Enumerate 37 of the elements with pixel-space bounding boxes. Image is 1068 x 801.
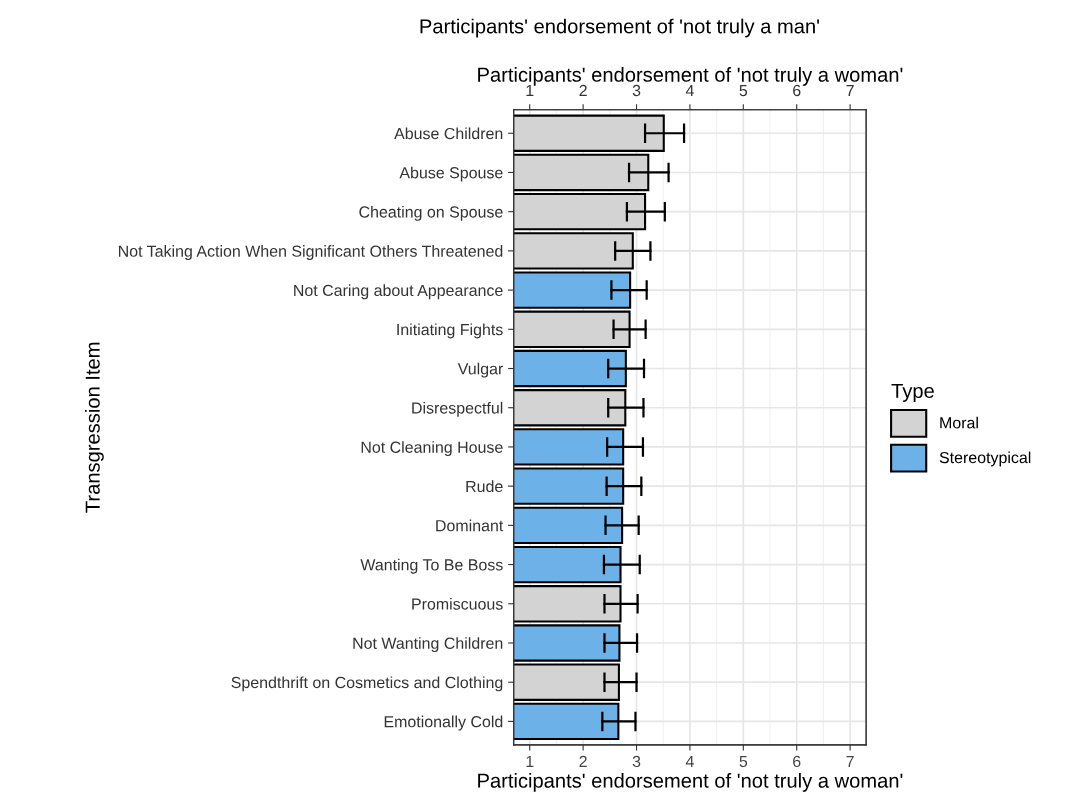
y-tick-label: Spendthrift on Cosmetics and Clothing (231, 676, 503, 692)
legend-label: Stereotypical (939, 451, 1031, 467)
y-tick-label: Abuse Spouse (399, 166, 503, 182)
y-tick-label: Initiating Fights (397, 323, 503, 339)
x-axis-title: Participants' endorsement of 'not truly a woman' (478, 773, 903, 792)
y-tick-label: Emotionally Cold (384, 715, 503, 731)
y-tick-label: Not Caring about Appearance (294, 284, 503, 300)
x-tick-label: 2 (579, 755, 587, 767)
y-tick-label: Disrespectful (412, 401, 503, 417)
y-tick-label: Rude (466, 480, 503, 493)
legend-label: Moral (940, 416, 978, 429)
x-tick-label: 5 (739, 755, 748, 768)
y-tick-label: Cheating on Spouse (359, 205, 503, 221)
x-tick-label: 3 (632, 755, 641, 768)
x2-tick-label: 2 (579, 84, 587, 97)
y-axis-title: Transgression Item (85, 342, 104, 513)
y-tick-label: Dominant (436, 519, 504, 532)
y-tick-label: Promiscuous (412, 597, 503, 610)
legend-title: Type (891, 383, 934, 402)
x-tick-label: 4 (685, 755, 694, 767)
x2-tick-label: 4 (685, 85, 694, 97)
x-tick-label: 7 (846, 755, 854, 767)
y-tick-label: Not Cleaning House (361, 441, 503, 457)
y-tick-label: Not Taking Action When Significant Others Threatened (118, 245, 503, 260)
x2-tick-label: 1 (526, 85, 534, 97)
y-tick-label: Abuse Children (394, 127, 503, 140)
x-tick-label: 6 (793, 755, 801, 768)
x2-tick-label: 3 (632, 84, 641, 97)
x2-tick-label: 7 (846, 85, 854, 97)
x2-tick-label: 6 (793, 84, 801, 97)
y-tick-label: Wanting To Be Boss (360, 558, 503, 574)
y-tick-label: Not Wanting Children (353, 637, 503, 653)
y-tick-label: Vulgar (457, 362, 504, 378)
x2-tick-label: 5 (739, 85, 748, 97)
x-tick-label: 1 (526, 755, 534, 767)
chart-title: Participants' endorsement of 'not truly a man' (420, 18, 819, 38)
x2-axis-title: Participants' endorsement of 'not truly a woman' (478, 67, 903, 86)
